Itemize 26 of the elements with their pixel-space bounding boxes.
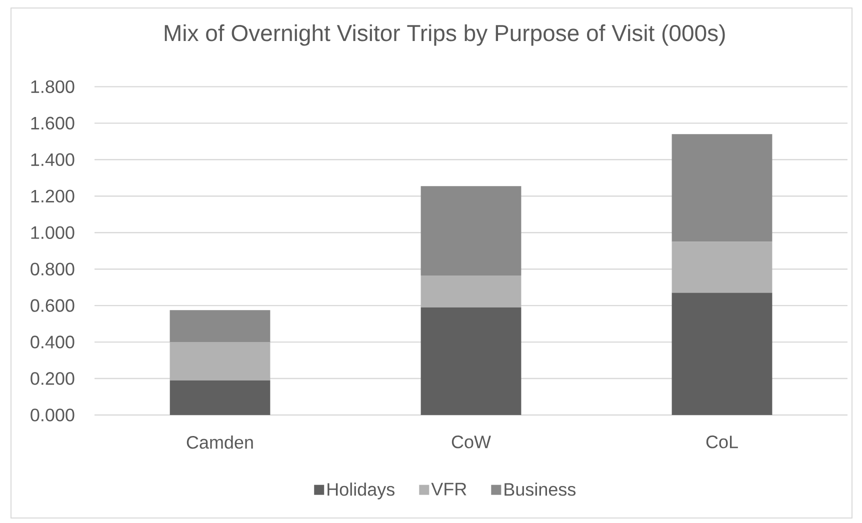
bar	[170, 310, 270, 342]
bar	[420, 186, 522, 276]
x-tick-label: CoW	[452, 436, 491, 448]
x-tick-label: Camden	[186, 436, 253, 449]
bar	[672, 134, 772, 242]
y-tick-label: 0.200	[30, 372, 74, 385]
y-tick-label: 0.800	[30, 262, 74, 276]
bar	[420, 307, 522, 415]
bar	[420, 275, 522, 308]
legend-label: VFR	[431, 482, 466, 496]
y-tick-label: 1.800	[31, 80, 74, 94]
y-tick-label: 1.600	[31, 116, 74, 130]
y-tick-label: 0.000	[30, 408, 74, 422]
bar	[170, 342, 270, 380]
chart-title: Mix of Overnight Visitor Trips by Purpose of Visit (000s)	[164, 24, 725, 46]
y-tick-label: 1.400	[31, 153, 74, 166]
bar	[672, 242, 772, 293]
legend-label: Holidays	[328, 482, 394, 500]
y-tick-label: 1.200	[31, 190, 74, 202]
y-tick-label: 0.400	[30, 336, 74, 348]
bar	[672, 292, 772, 415]
y-tick-label: 0.600	[30, 299, 74, 312]
bar	[170, 380, 270, 415]
y-tick-label: 1.000	[31, 226, 74, 239]
x-tick-label: CoL	[706, 436, 738, 448]
legend-label: Business	[504, 482, 576, 496]
